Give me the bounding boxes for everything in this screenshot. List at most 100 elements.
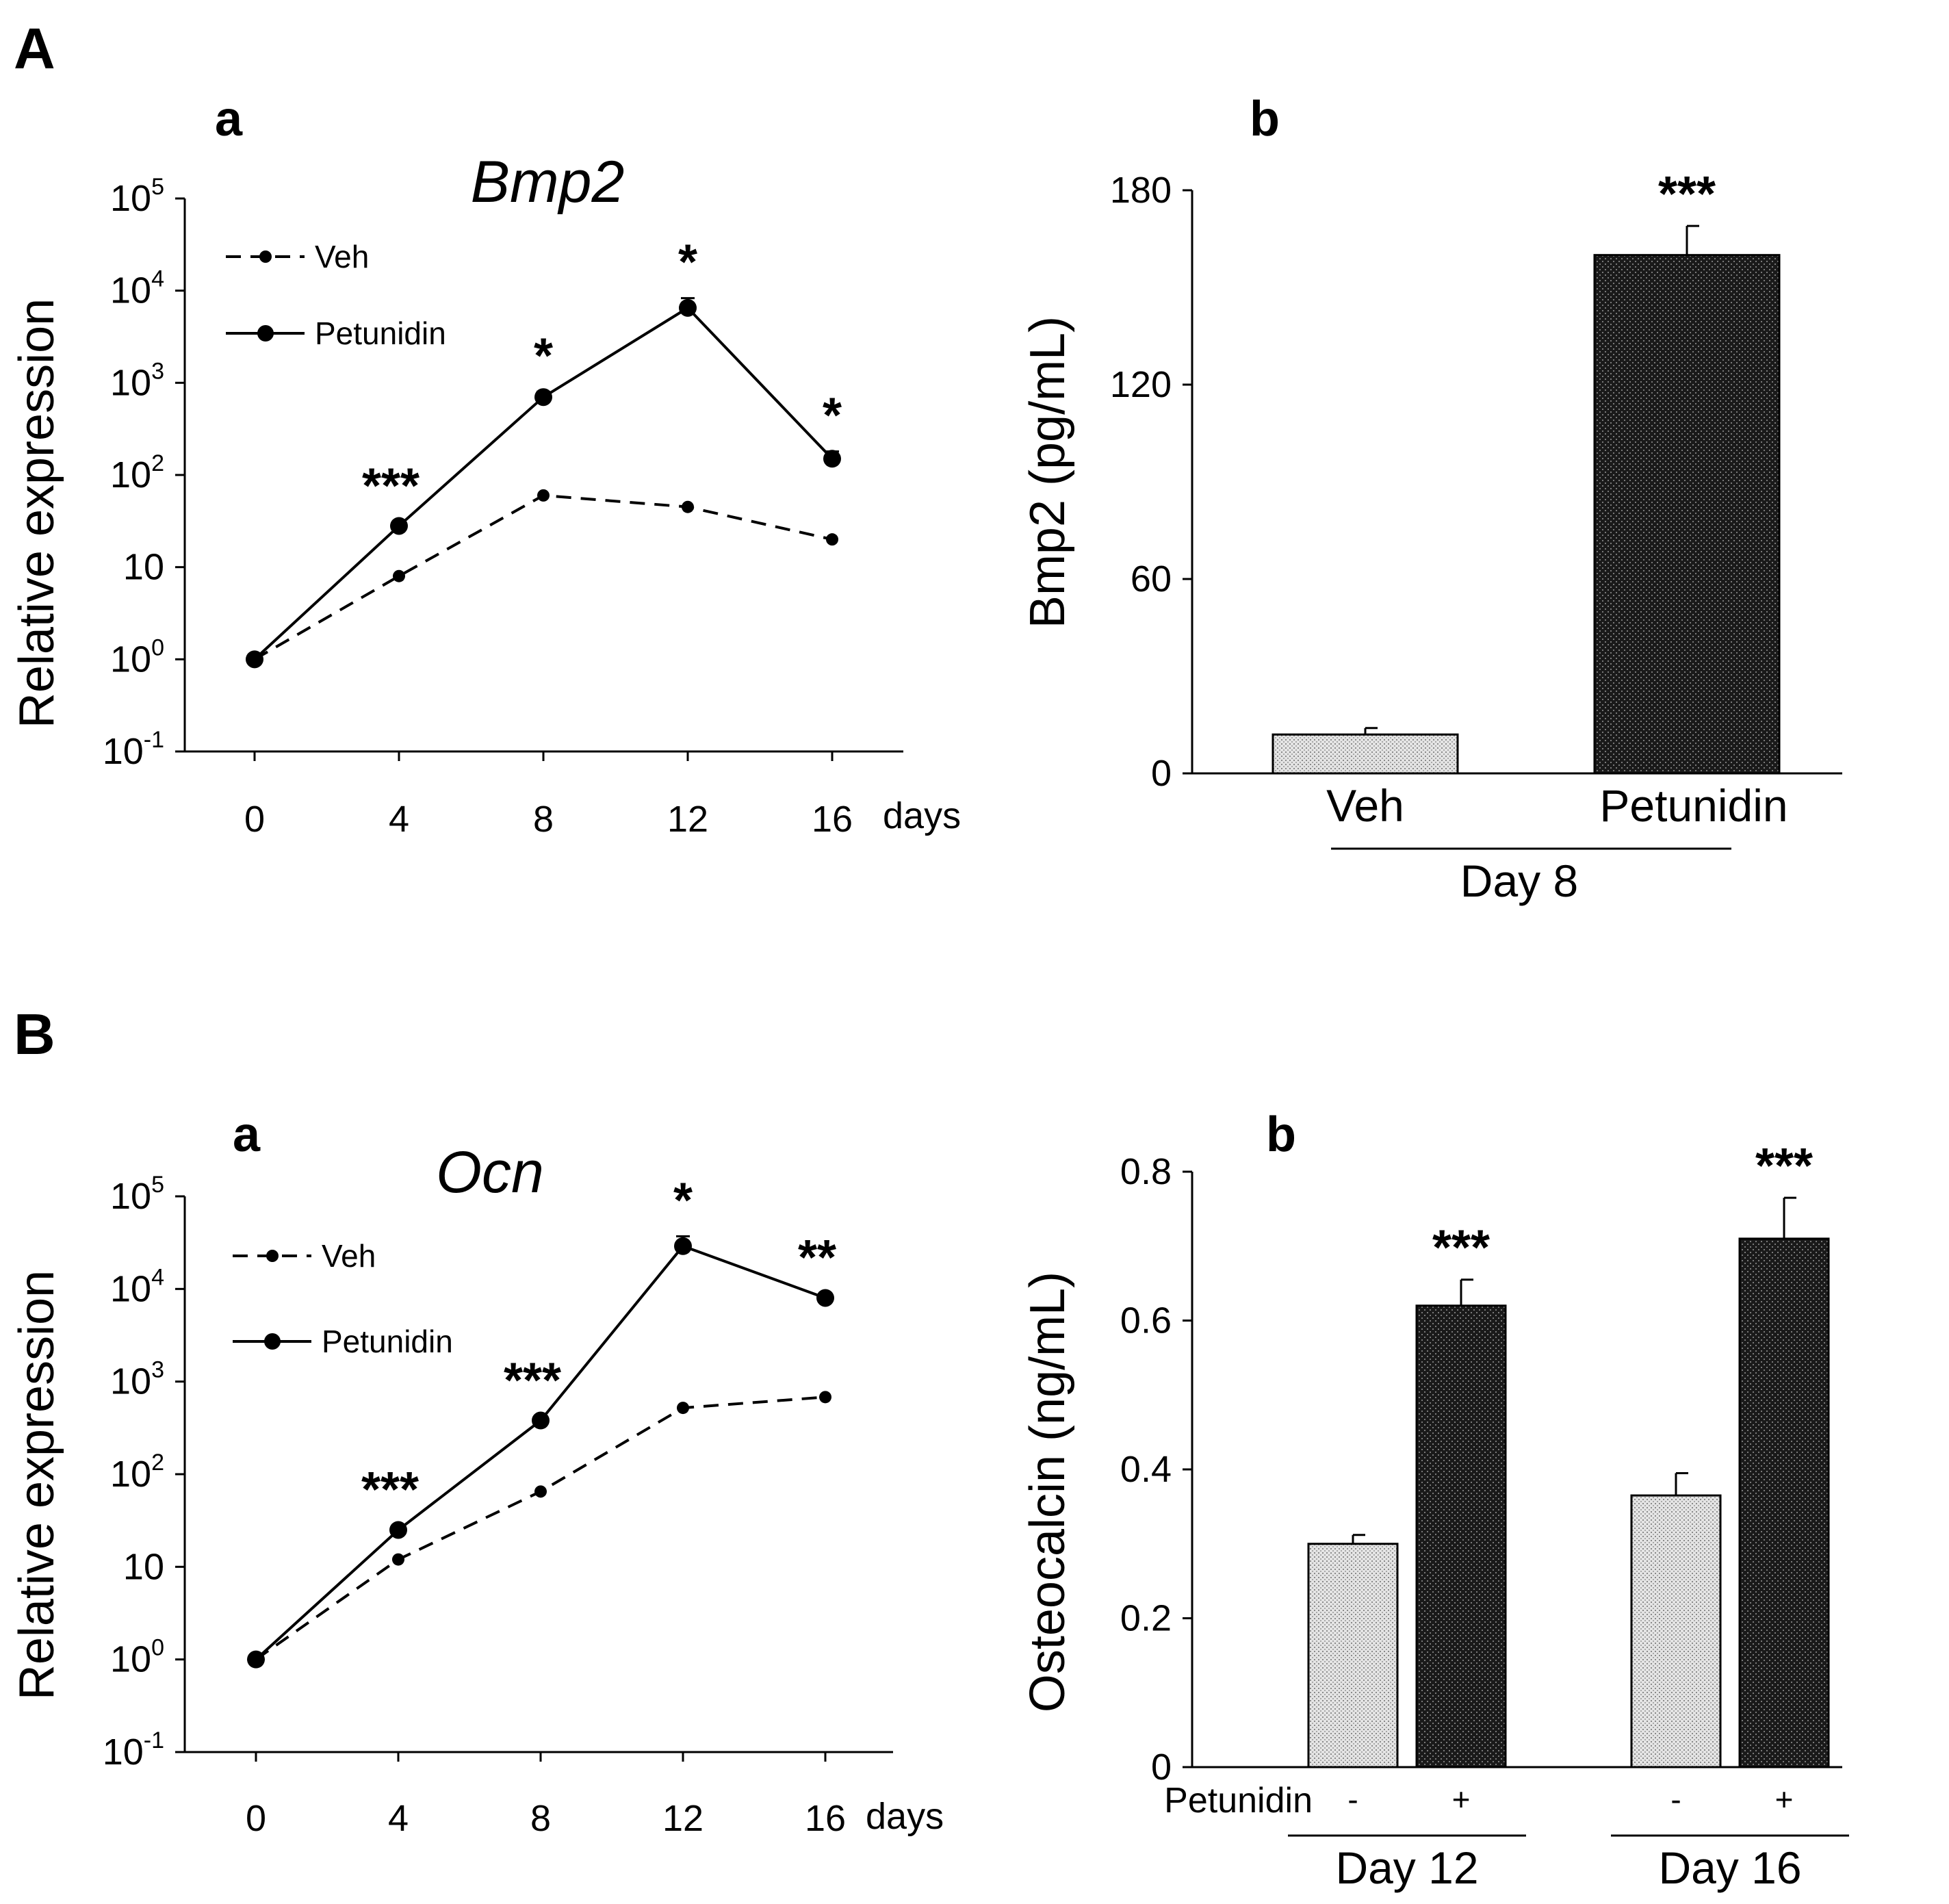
bar-petunidin: [1738, 1237, 1830, 1768]
sign-label: +: [1452, 1781, 1471, 1817]
series-line-veh: [254, 493, 833, 661]
data-point-petunidin: [390, 517, 408, 535]
panel-letter-B: B: [14, 1002, 55, 1066]
significance-label: *: [673, 1173, 693, 1228]
chart-Ba-ocn-expression: a Ocn Relative expression days 10-110010…: [10, 1107, 944, 1839]
bar-veh: [1630, 1494, 1722, 1768]
chart-Bb-osteocalcin: b Osteocalcin (ng/mL) Petunidin 0 0.2 0.4 0…: [1020, 1107, 1849, 1893]
x-tick-label: 4: [389, 799, 409, 840]
x-tick-label: 12: [667, 799, 708, 840]
y-tick-label: 103: [110, 1357, 164, 1402]
significance-label: ***: [1658, 167, 1716, 222]
x-tick-label: 12: [662, 1798, 704, 1839]
x-tick-label: 4: [388, 1798, 409, 1839]
chart-title: Bmp2: [471, 149, 625, 215]
legend-marker-petunidin: [257, 325, 274, 342]
legend-marker-veh: [266, 1250, 279, 1262]
subpanel-letter: b: [1266, 1107, 1296, 1162]
bar-petunidin: [1593, 254, 1781, 775]
group-label: Day 8: [1460, 855, 1578, 906]
x-tick-label: 0: [244, 799, 265, 840]
data-point-petunidin: [532, 1411, 550, 1430]
chart-Ab-bmp2-protein: b Bmp2 (pg/mL) Day 8 0 60 120 180 Veh *** Petu…: [1020, 92, 1842, 906]
y-tick-label: 105: [110, 174, 164, 219]
y-axis-label: Bmp2 (pg/mL): [1020, 316, 1075, 628]
data-point-petunidin: [674, 1237, 692, 1255]
data-point-veh: [537, 489, 550, 502]
significance-label: *: [678, 235, 697, 290]
chart-Aa-bmp2-expression: a Bmp2 Relative expression days 10-11001…: [10, 92, 961, 840]
data-point-petunidin: [247, 1650, 265, 1669]
data-point-petunidin: [816, 1289, 834, 1307]
y-tick-label: 10: [123, 547, 164, 588]
sign-label: -: [1347, 1781, 1358, 1817]
significance-label: ***: [504, 1354, 561, 1408]
data-point-veh: [682, 500, 694, 513]
y-tick-label: 10: [123, 1546, 164, 1587]
y-tick-label: 180: [1110, 170, 1172, 211]
row-label-petunidin: Petunidin: [1164, 1781, 1313, 1821]
x-tick-label: 8: [530, 1798, 551, 1839]
legend-label-veh: Veh: [322, 1238, 376, 1274]
sign-label: -: [1670, 1781, 1681, 1817]
y-tick-label: 104: [110, 1264, 164, 1309]
significance-label: ***: [362, 459, 420, 513]
y-tick-label: 0.2: [1120, 1598, 1172, 1639]
subpanel-letter: a: [215, 92, 243, 146]
y-tick-label: 100: [110, 1635, 164, 1680]
legend-marker-petunidin: [264, 1333, 281, 1350]
legend-label-veh: Veh: [315, 239, 369, 274]
data-point-veh: [392, 1553, 404, 1566]
y-tick-label: 0.8: [1120, 1151, 1172, 1192]
bar-veh: [1272, 733, 1459, 775]
x-unit-label: days: [883, 795, 961, 836]
x-tick-label: 8: [533, 799, 554, 840]
significance-label: ***: [1755, 1139, 1813, 1194]
data-point-veh: [826, 533, 838, 546]
x-unit-label: days: [866, 1796, 944, 1837]
data-point-veh: [534, 1485, 547, 1498]
y-tick-label: 102: [110, 450, 164, 496]
data-point-petunidin: [823, 450, 841, 468]
group-label: Day 12: [1335, 1842, 1478, 1893]
significance-label: ***: [361, 1463, 419, 1517]
data-point-veh: [819, 1391, 831, 1404]
bar-veh: [1307, 1543, 1399, 1768]
subpanel-letter: a: [233, 1107, 261, 1162]
y-tick-label: 104: [110, 266, 164, 311]
legend-label-petunidin: Petunidin: [315, 316, 446, 351]
data-point-petunidin: [389, 1521, 407, 1539]
y-tick-label: 102: [110, 1450, 164, 1495]
x-tick-label: 0: [246, 1798, 266, 1839]
y-axis-label: Relative expression: [10, 298, 64, 728]
significance-label: *: [823, 389, 842, 443]
y-axis-label: Osteocalcin (ng/mL): [1020, 1272, 1075, 1712]
significance-label: *: [534, 329, 553, 383]
x-tick-label: 16: [812, 799, 853, 840]
data-point-veh: [393, 569, 405, 582]
y-tick-label: 10-1: [103, 1727, 164, 1773]
x-category-label: Petunidin: [1599, 780, 1787, 831]
x-tick-label: 16: [805, 1798, 846, 1839]
y-tick-label: 0.4: [1120, 1449, 1172, 1490]
panel-letter-A: A: [14, 16, 55, 81]
y-tick-label: 0: [1151, 1747, 1172, 1788]
significance-label: ***: [1432, 1221, 1490, 1276]
group-label: Day 16: [1658, 1842, 1801, 1893]
series-line-veh: [255, 1395, 826, 1661]
y-tick-label: 60: [1131, 558, 1172, 600]
y-tick-label: 103: [110, 358, 164, 403]
x-category-label: Veh: [1326, 780, 1404, 831]
chart-title: Ocn: [436, 1140, 544, 1205]
bar-petunidin: [1415, 1304, 1507, 1768]
legend-marker-veh: [259, 250, 272, 263]
sign-label: +: [1775, 1781, 1794, 1817]
legend-label-petunidin: Petunidin: [322, 1324, 453, 1359]
series-line-petunidin: [255, 1244, 826, 1661]
data-point-petunidin: [246, 650, 263, 669]
y-tick-label: 120: [1110, 364, 1172, 405]
y-tick-label: 0.6: [1120, 1300, 1172, 1341]
y-tick-label: 105: [110, 1172, 164, 1217]
y-tick-label: 0: [1151, 753, 1172, 794]
